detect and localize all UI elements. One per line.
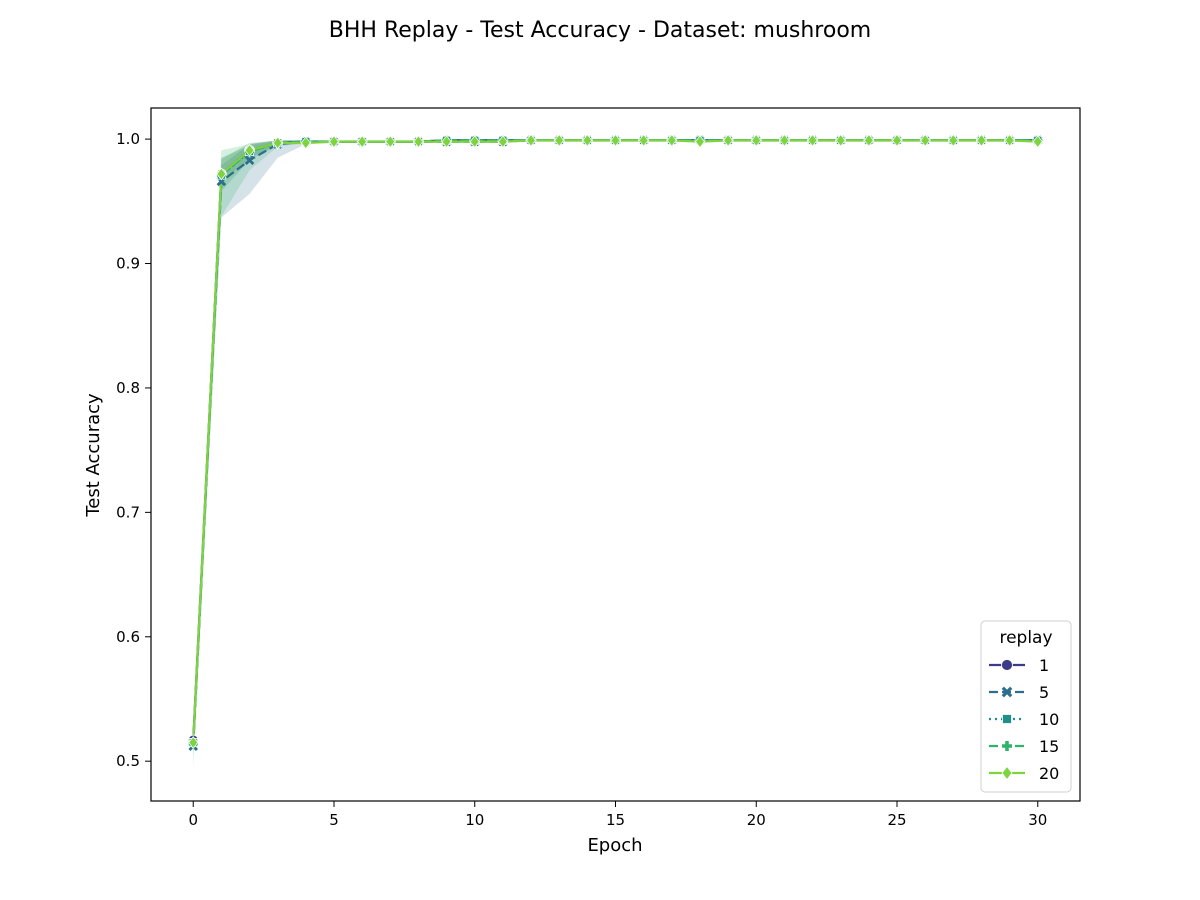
- marker-series-20-epoch-0: [188, 736, 199, 750]
- series-markers: [187, 133, 1044, 752]
- marker-series-20-epoch-22: [807, 133, 818, 147]
- marker-series-20-epoch-15: [610, 133, 621, 147]
- legend-label-1: 1: [1039, 656, 1049, 675]
- marker-series-20-epoch-9: [441, 135, 452, 149]
- marker-series-20-epoch-16: [638, 133, 649, 147]
- marker-series-20-epoch-27: [948, 133, 959, 147]
- legend-label-20: 20: [1039, 764, 1059, 783]
- marker-series-20-epoch-17: [666, 133, 677, 147]
- x-tick-label-30: 30: [1028, 811, 1047, 829]
- marker-series-20-epoch-18: [694, 135, 705, 149]
- legend-title: replay: [999, 628, 1052, 648]
- x-tick-label-5: 5: [329, 811, 339, 829]
- legend-entry-5: 5: [989, 683, 1049, 702]
- y-tick-label-0.8: 0.8: [116, 379, 140, 397]
- marker-series-20-epoch-11: [497, 135, 508, 149]
- legend-label-15: 15: [1039, 737, 1059, 756]
- legend-entry-15: 15: [989, 737, 1059, 756]
- marker-series-20-epoch-23: [835, 133, 846, 147]
- marker-series-20-epoch-1: [216, 167, 227, 181]
- chart-title: BHH Replay - Test Accuracy - Dataset: mu…: [329, 18, 871, 43]
- marker-series-20-epoch-5: [328, 135, 339, 149]
- y-axis-label: Test Accuracy: [83, 393, 104, 518]
- legend-label-10: 10: [1039, 710, 1059, 729]
- legend-marker-10: [1002, 714, 1012, 724]
- marker-series-20-epoch-3: [272, 136, 283, 150]
- y-tick-label-0.7: 0.7: [116, 503, 140, 521]
- x-axis-ticks: 0 5 10 15 20 25 30: [188, 801, 1047, 829]
- x-tick-label-20: 20: [747, 811, 766, 829]
- marker-series-20-epoch-30: [1032, 135, 1043, 149]
- legend-marker-1: [1001, 659, 1013, 671]
- legend-marker-5: [1001, 686, 1013, 698]
- marker-series-20-epoch-12: [526, 133, 537, 147]
- marker-series-20-epoch-8: [413, 135, 424, 149]
- legend-entry-1: 1: [989, 656, 1049, 675]
- y-tick-label-0.9: 0.9: [116, 255, 140, 273]
- y-tick-label-0.6: 0.6: [116, 628, 140, 646]
- legend-marker-15: [1002, 741, 1012, 751]
- y-axis-ticks: 0.5 0.6 0.7 0.8 0.9 1.0: [116, 130, 151, 770]
- x-axis-label: Epoch: [587, 835, 642, 856]
- marker-series-20-epoch-19: [723, 133, 734, 147]
- legend-label-5: 5: [1039, 683, 1049, 702]
- marker-series-20-epoch-7: [385, 135, 396, 149]
- marker-series-20-epoch-28: [976, 133, 987, 147]
- x-tick-label-15: 15: [606, 811, 625, 829]
- legend-entry-20: 20: [989, 764, 1059, 783]
- marker-series-20-epoch-24: [863, 133, 874, 147]
- marker-series-20-epoch-6: [357, 135, 368, 149]
- marker-series-20-epoch-14: [582, 133, 593, 147]
- markers-series-20: [188, 133, 1043, 750]
- marker-series-20-epoch-26: [920, 133, 931, 147]
- legend-entry-10: 10: [989, 710, 1059, 729]
- x-tick-label-25: 25: [887, 811, 906, 829]
- marker-series-20-epoch-29: [1004, 133, 1015, 147]
- x-tick-label-10: 10: [465, 811, 484, 829]
- marker-series-20-epoch-21: [779, 133, 790, 147]
- marker-series-20-epoch-10: [469, 135, 480, 149]
- marker-series-20-epoch-4: [300, 136, 311, 150]
- legend-marker-20: [1001, 765, 1013, 781]
- y-tick-label-1: 1.0: [116, 130, 140, 148]
- y-tick-label-0.5: 0.5: [116, 752, 140, 770]
- marker-series-5-epoch-2: [244, 155, 255, 166]
- x-tick-label-0: 0: [188, 811, 198, 829]
- marker-series-20-epoch-13: [554, 133, 565, 147]
- marker-series-20-epoch-25: [892, 133, 903, 147]
- marker-series-20-epoch-20: [751, 133, 762, 147]
- marker-series-20-epoch-2: [244, 143, 255, 157]
